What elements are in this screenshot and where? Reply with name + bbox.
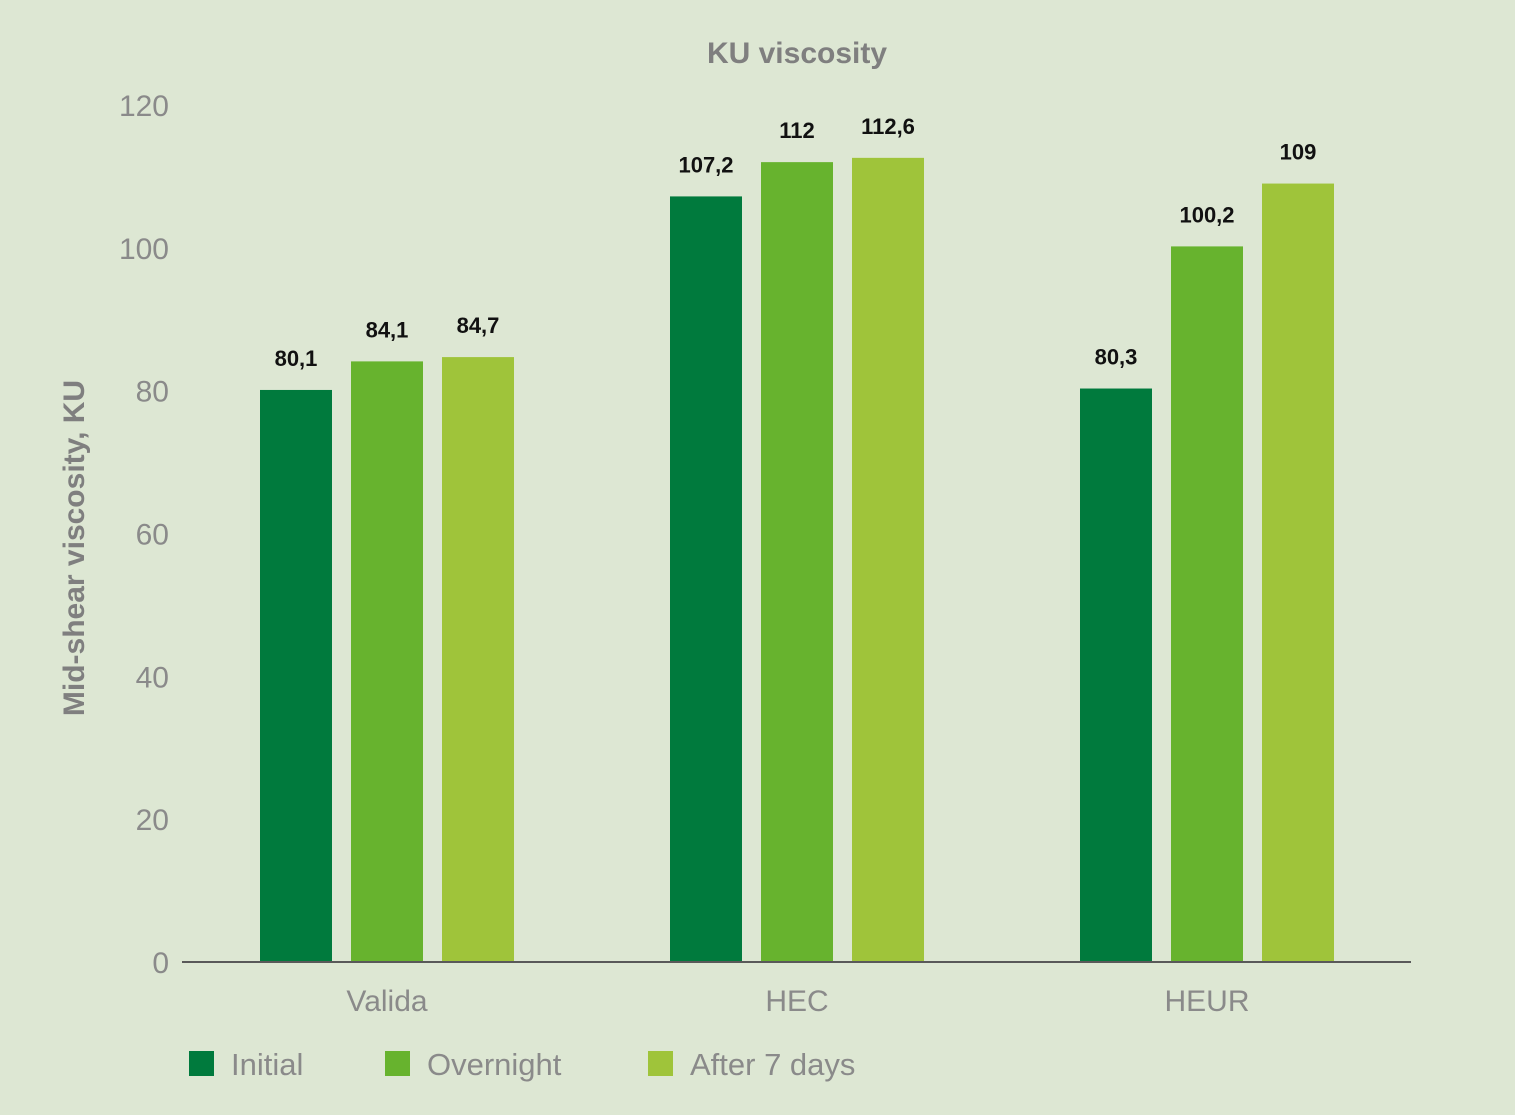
y-tick-label: 100 [119, 233, 169, 266]
data-labels: 80,1 84,1 84,7 107,2 112 112,6 80,3 100,2 109 [275, 114, 1317, 371]
bar-hec-initial [670, 196, 742, 962]
bar-valida-after-7-days [442, 357, 514, 962]
legend-label: Overnight [427, 1047, 562, 1082]
legend-item-overnight: Overnight [385, 1047, 562, 1082]
y-tick-label: 20 [136, 804, 169, 837]
bar-heur-overnight [1171, 246, 1243, 962]
y-axis-ticks: 0 20 40 60 80 100 120 [119, 90, 169, 980]
legend-label: Initial [231, 1047, 303, 1082]
bar-valida-overnight [351, 361, 423, 962]
x-category-label: HEC [765, 985, 828, 1018]
bar-hec-after-7-days [852, 157, 924, 962]
legend-label: After 7 days [690, 1047, 855, 1082]
bar-hec-overnight [761, 162, 833, 963]
y-tick-label: 0 [152, 947, 169, 980]
legend-swatch [648, 1051, 673, 1076]
y-tick-label: 40 [136, 661, 169, 694]
bar-valida-initial [260, 389, 332, 962]
bars [260, 157, 1334, 963]
chart-title: KU viscosity [707, 37, 887, 70]
data-label: 107,2 [678, 152, 733, 177]
bar-heur-after-7-days [1262, 183, 1334, 962]
legend-swatch [189, 1051, 214, 1076]
data-label: 112 [779, 118, 815, 143]
data-label: 84,7 [457, 313, 500, 338]
legend: Initial Overnight After 7 days [189, 1047, 855, 1082]
data-label: 112,6 [861, 114, 915, 139]
bar-heur-initial [1080, 388, 1152, 962]
data-label: 100,2 [1179, 202, 1234, 227]
data-label: 109 [1280, 140, 1317, 165]
data-label: 84,1 [366, 317, 409, 342]
y-axis-label: Mid-shear viscosity, KU [58, 380, 91, 716]
y-tick-label: 120 [119, 90, 169, 123]
y-tick-label: 80 [136, 376, 169, 409]
data-label: 80,3 [1095, 345, 1138, 370]
y-tick-label: 60 [136, 519, 169, 552]
x-category-label: Valida [346, 985, 427, 1018]
legend-item-after-7-days: After 7 days [648, 1047, 855, 1082]
x-category-label: HEUR [1164, 985, 1249, 1018]
data-label: 80,1 [275, 346, 318, 371]
x-axis-categories: Valida HEC HEUR [346, 985, 1249, 1018]
legend-item-initial: Initial [189, 1047, 303, 1082]
legend-swatch [385, 1051, 410, 1076]
